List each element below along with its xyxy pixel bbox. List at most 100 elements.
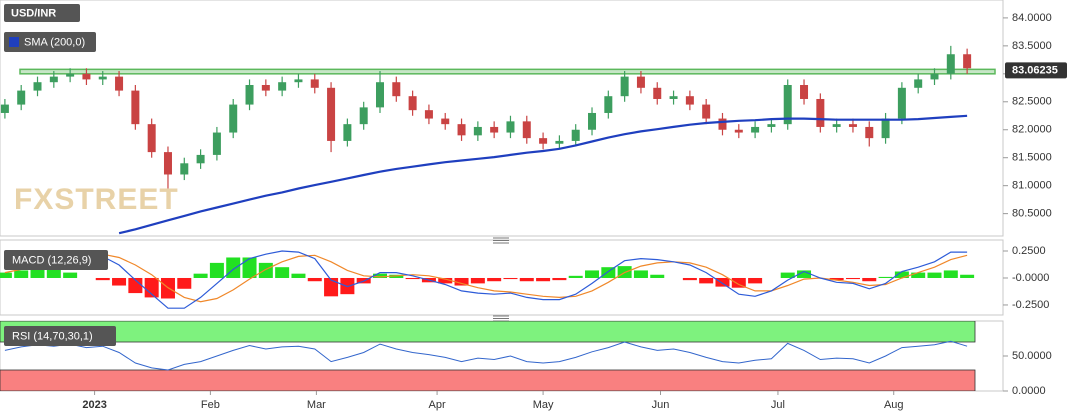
candle-body [229,104,238,133]
candle-body [702,104,711,119]
histogram-bar [568,275,583,278]
x-tick-label: Aug [884,399,904,411]
y-tick-label: 50.0000 [1012,350,1052,362]
x-tick-label: 2023 [82,399,106,411]
histogram-bar [519,277,534,282]
last-price-box [1005,62,1067,79]
candle-body [33,82,42,91]
candle-body [522,121,531,139]
candle-body [669,96,678,99]
candle-body [604,96,613,113]
clip-group [0,321,976,391]
candle-body [848,124,857,127]
histogram-bar [862,277,877,282]
candle-body [457,124,466,136]
resize-handle[interactable] [493,315,509,322]
histogram-bar [552,277,567,281]
macd-title: MACD (12,26,9) [12,254,91,266]
histogram-bar [943,270,958,278]
last-price-label: 83.06235 [1012,65,1058,77]
level-band [19,68,996,75]
histogram-bar [682,277,697,281]
candle-body [343,124,352,141]
candle-body [163,152,172,175]
candle-body [930,73,939,80]
candle-body [751,126,760,133]
clip-group [0,250,975,309]
candle-body [539,138,548,144]
histogram-bar [128,277,143,294]
candle-body [555,140,564,144]
candle-body [800,85,809,99]
watermark: FXSTREET [14,183,179,216]
candle-body [914,79,923,88]
price-panel [0,0,1004,237]
candle-body [881,118,890,139]
candle-body [392,82,401,97]
histogram-bar [748,277,763,284]
y-tick-label: 82.5000 [1012,96,1052,108]
histogram-bar [291,273,306,278]
resize-handle[interactable] [493,237,509,244]
macd-line [4,250,968,309]
symbol-box [4,4,80,22]
y-tick-label: 80.5000 [1012,208,1052,220]
histogram-bar [960,274,975,278]
histogram-bar [177,277,192,289]
candle-body [685,96,694,105]
histogram-bar [699,277,714,284]
histogram-bar [454,277,469,286]
candle-body [212,132,221,155]
candle-body [963,54,972,69]
histogram-bar [258,262,273,278]
candle-body [718,118,727,130]
rsi-zone [0,321,976,343]
histogram-bar [633,270,648,278]
x-tick-label: Feb [201,399,220,411]
candle-body [147,124,156,153]
histogram-bar [193,273,208,278]
histogram-bar [209,262,224,278]
histogram-bar [0,272,12,278]
candle-body [131,90,140,125]
legend-swatch [9,37,19,47]
candle-body [115,76,124,91]
candle-body [327,87,336,141]
candle-body [653,87,662,99]
marks: 84.000083.500083.000082.500082.000081.50… [0,12,1067,411]
histogram-bar [14,270,29,278]
histogram-bar [487,277,502,282]
candle-body [408,96,417,111]
legend-entry: SMA (200,0) [24,36,85,48]
y-tick-label: 84.0000 [1012,12,1052,24]
y-tick-label: -0.0000 [1012,272,1049,284]
histogram-bar [275,267,290,278]
candle-body [571,129,580,141]
candle-body [767,124,776,127]
candle-body [636,76,645,88]
histogram-bar [46,269,61,278]
candle-body [490,126,499,133]
histogram-bar [797,270,812,278]
histogram-bar [927,272,942,278]
candle-body [310,79,319,88]
histogram-bar [731,277,746,288]
y-tick-label: 83.5000 [1012,40,1052,52]
rsi-title: RSI (14,70,30,1) [12,330,93,342]
histogram-bar [405,277,420,280]
symbol-title: USD/INR [11,7,56,19]
rsi-box [4,326,116,346]
histogram-bar [911,272,926,278]
y-tick-label: 82.0000 [1012,124,1052,136]
histogram-bar [372,273,387,278]
histogram-bar [536,277,551,282]
histogram-bar [829,277,844,281]
histogram-bar [601,267,616,278]
candle-body [734,129,743,133]
macd-panel [0,239,1004,316]
macd-box [4,250,108,270]
candle-body [375,82,384,108]
histogram-bar [30,269,45,278]
y-tick-label: 81.5000 [1012,152,1052,164]
